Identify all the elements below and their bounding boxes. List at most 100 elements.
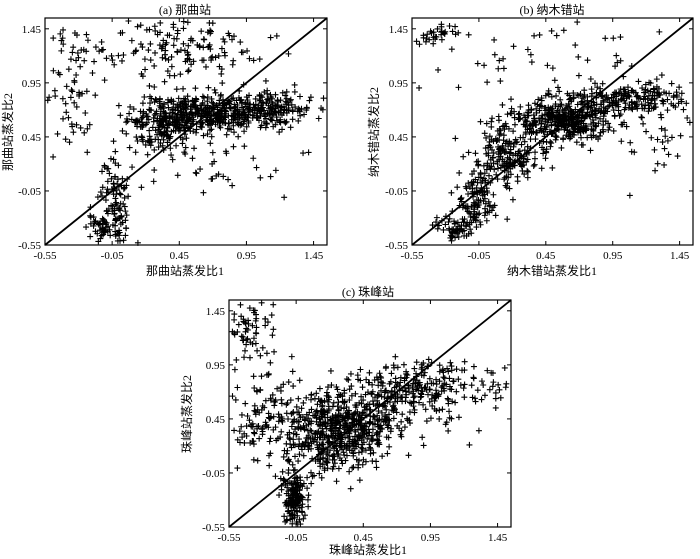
data-point [680, 106, 687, 113]
data-point [433, 214, 440, 221]
data-point [262, 322, 269, 329]
data-point [243, 101, 250, 108]
data-point [626, 192, 633, 199]
data-point [289, 511, 296, 518]
data-point [230, 95, 237, 102]
data-point [475, 196, 482, 203]
data-point [179, 100, 186, 107]
data-point [272, 167, 279, 174]
data-point [208, 95, 215, 102]
data-point [673, 93, 680, 100]
data-point [83, 31, 90, 38]
data-point [289, 108, 296, 115]
data-point [331, 460, 338, 467]
data-point [388, 388, 395, 395]
data-point [316, 385, 323, 392]
data-point [226, 32, 233, 39]
data-point [413, 359, 420, 366]
data-point [577, 91, 584, 98]
data-point [396, 425, 403, 432]
data-point [152, 49, 159, 56]
data-point [99, 168, 106, 175]
data-point [536, 107, 543, 114]
data-point [359, 461, 366, 468]
data-point [263, 350, 270, 357]
data-point [399, 411, 406, 418]
data-point [119, 57, 126, 64]
data-point [489, 146, 496, 153]
data-point [486, 142, 493, 149]
data-point [265, 95, 272, 102]
data-point [483, 134, 490, 141]
data-point [359, 384, 366, 391]
data-point [612, 102, 619, 109]
x-tick-label: -0.05 [467, 250, 490, 262]
data-point [468, 180, 475, 187]
data-point [229, 182, 236, 189]
data-point [514, 138, 521, 145]
data-point [391, 404, 398, 411]
data-point [366, 369, 373, 376]
data-point [511, 114, 518, 121]
data-point [420, 372, 427, 379]
data-point [216, 97, 223, 104]
data-point [271, 108, 278, 115]
data-point [166, 112, 173, 119]
data-point [201, 94, 208, 101]
data-point [294, 108, 301, 115]
data-point [544, 119, 551, 126]
data-point [326, 452, 333, 459]
data-point [455, 376, 462, 383]
data-point [366, 406, 373, 413]
data-point [98, 39, 105, 46]
data-point [157, 29, 164, 36]
data-point [292, 426, 299, 433]
data-point [162, 113, 169, 120]
data-point [112, 233, 119, 240]
data-point [626, 101, 633, 108]
data-point [130, 106, 137, 113]
data-point [622, 104, 629, 111]
data-point [497, 394, 504, 401]
data-point [257, 124, 264, 131]
data-point [431, 397, 438, 404]
data-point [501, 364, 508, 371]
data-point [109, 57, 116, 64]
data-point [432, 36, 439, 43]
data-point [189, 97, 196, 104]
data-point [276, 414, 283, 421]
data-point [558, 144, 565, 151]
data-point [243, 123, 250, 130]
data-point [145, 47, 152, 54]
data-point [263, 422, 270, 429]
data-point [262, 77, 269, 84]
data-point [139, 44, 146, 51]
y-tick-label: 1.45 [389, 24, 409, 36]
data-point [151, 98, 158, 105]
data-point [475, 201, 482, 208]
data-point [404, 417, 411, 424]
data-point [199, 57, 206, 64]
data-point [346, 396, 353, 403]
data-point [398, 433, 405, 440]
data-point [264, 319, 271, 326]
data-point [642, 81, 649, 88]
data-point [166, 72, 173, 79]
data-point [94, 194, 101, 201]
x-tick-label: -0.05 [285, 532, 308, 544]
data-point [266, 438, 273, 445]
data-point [602, 107, 609, 114]
data-point [319, 411, 326, 418]
data-point [358, 393, 365, 400]
data-point [115, 52, 122, 59]
data-point [491, 36, 498, 43]
data-point [244, 412, 251, 419]
data-point [385, 411, 392, 418]
data-point [470, 168, 477, 175]
data-point [542, 155, 549, 162]
data-point [252, 408, 259, 415]
data-point [180, 40, 187, 47]
data-point [299, 413, 306, 420]
data-point [288, 101, 295, 108]
data-point [678, 90, 685, 97]
